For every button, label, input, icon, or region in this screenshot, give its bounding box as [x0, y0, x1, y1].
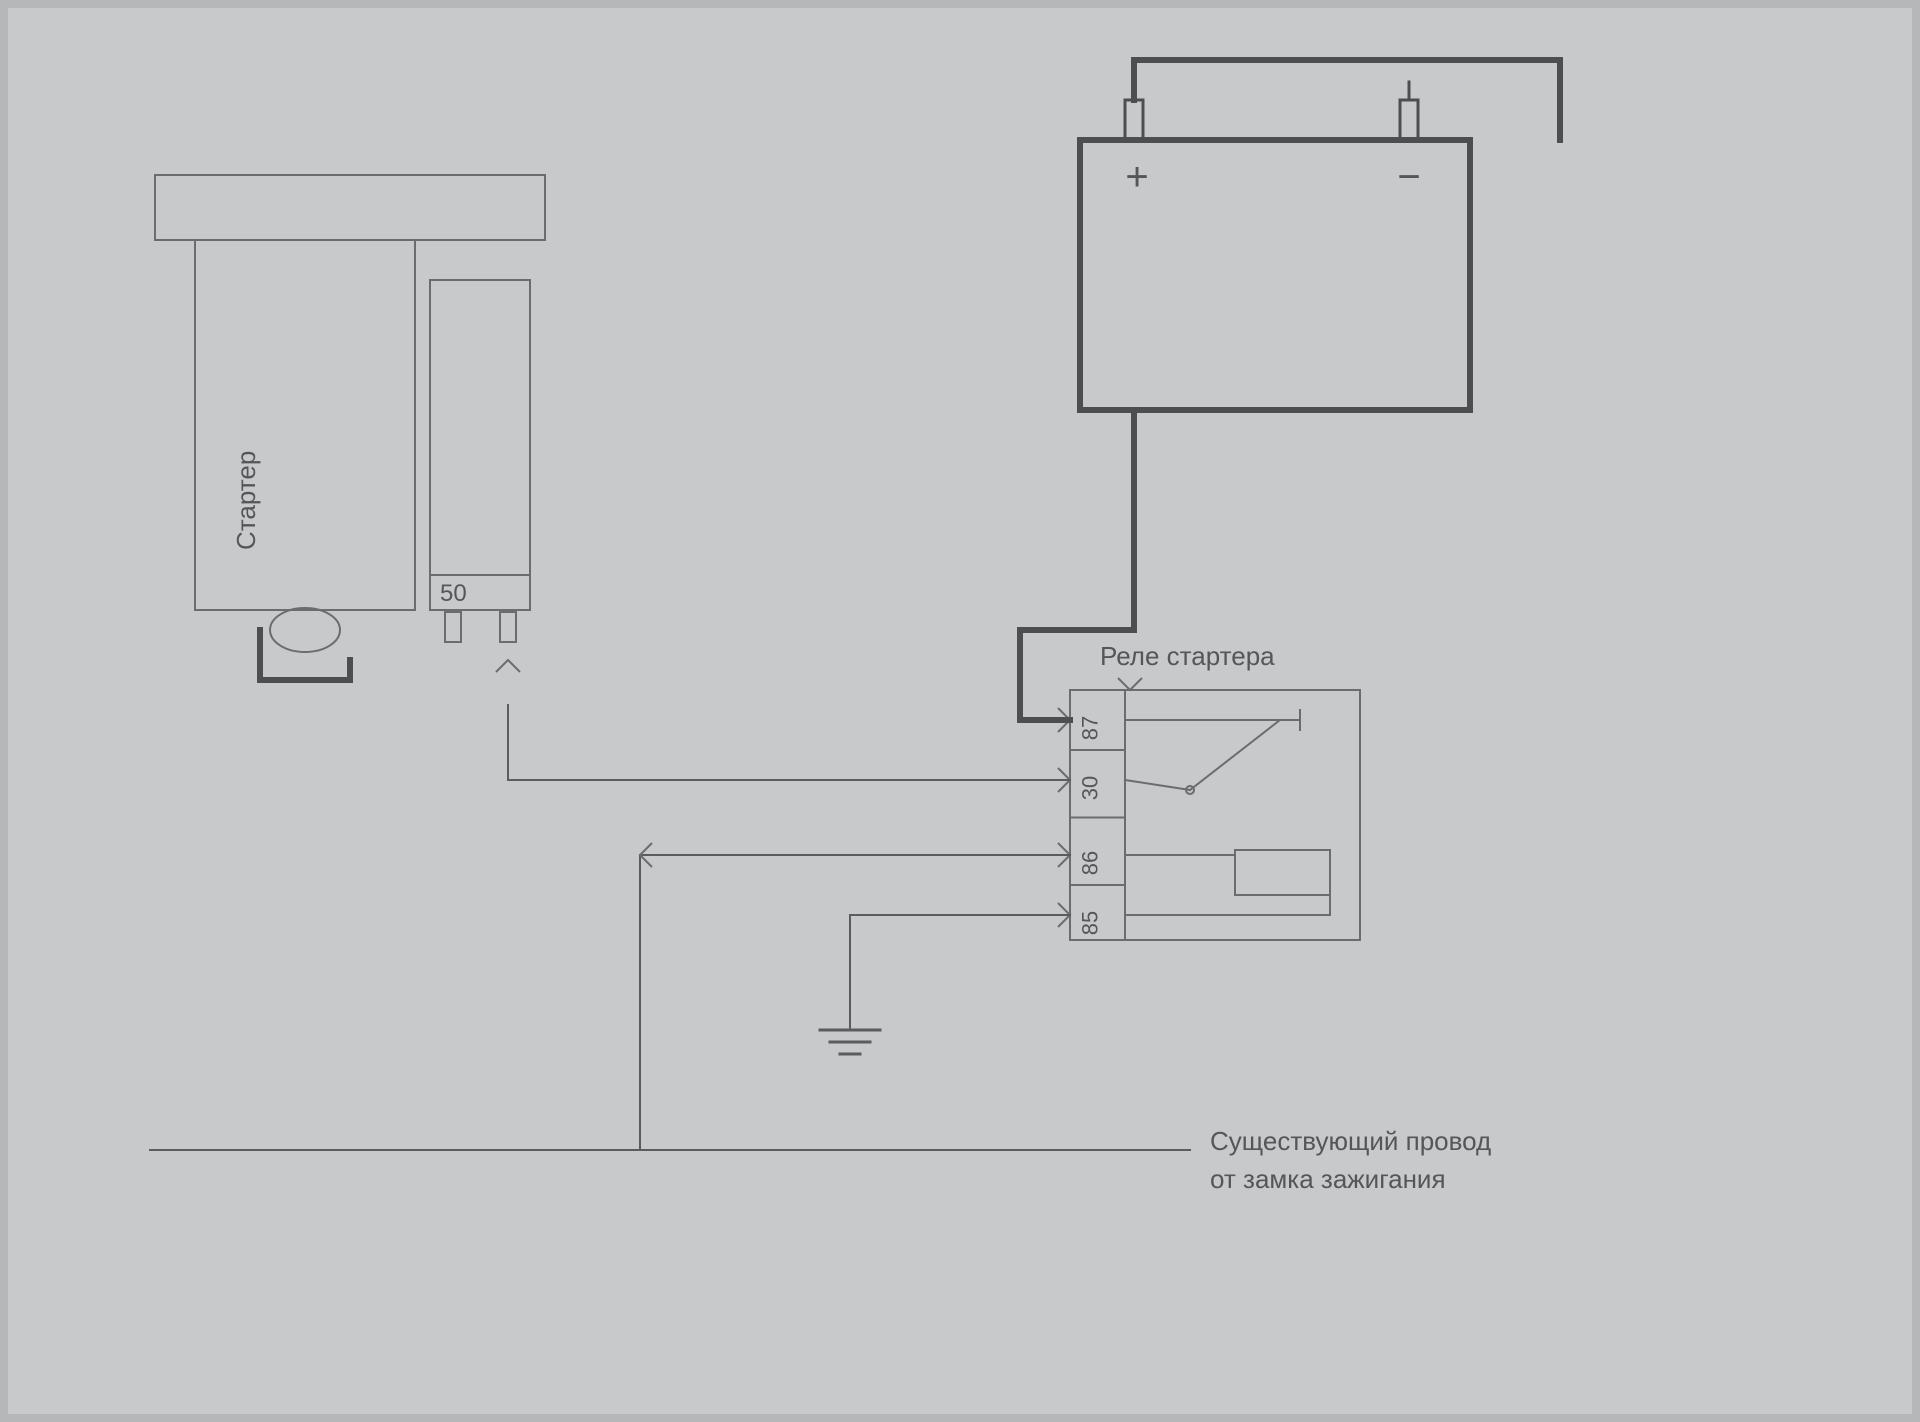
svg-text:30: 30: [1078, 776, 1103, 800]
svg-text:86: 86: [1078, 851, 1103, 875]
svg-text:87: 87: [1078, 716, 1103, 740]
svg-text:85: 85: [1078, 911, 1103, 935]
svg-text:−: −: [1397, 155, 1420, 199]
svg-text:50: 50: [440, 580, 467, 607]
svg-text:+: +: [1125, 155, 1148, 199]
svg-text:Существующий провод: Существующий провод: [1210, 1126, 1491, 1156]
svg-text:от замка зажигания: от замка зажигания: [1210, 1164, 1446, 1194]
svg-text:Стартер: Стартер: [231, 451, 261, 550]
svg-text:Реле стартера: Реле стартера: [1100, 641, 1275, 671]
